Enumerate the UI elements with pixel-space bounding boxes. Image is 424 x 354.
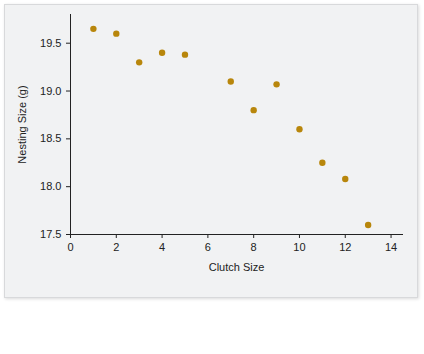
svg-text:0: 0	[67, 241, 73, 253]
svg-text:Clutch Size: Clutch Size	[209, 261, 265, 273]
svg-text:19.5: 19.5	[40, 37, 61, 49]
svg-text:8: 8	[251, 241, 257, 253]
svg-text:Nesting Size (g): Nesting Size (g)	[16, 85, 28, 163]
svg-text:12: 12	[339, 241, 351, 253]
svg-text:18.5: 18.5	[40, 132, 61, 144]
svg-text:17.5: 17.5	[40, 228, 61, 240]
svg-text:14: 14	[385, 241, 397, 253]
svg-text:10: 10	[293, 241, 305, 253]
svg-text:2: 2	[113, 241, 119, 253]
svg-text:4: 4	[159, 241, 165, 253]
svg-text:18.0: 18.0	[40, 180, 61, 192]
svg-text:19.0: 19.0	[40, 85, 61, 97]
svg-text:6: 6	[205, 241, 211, 253]
